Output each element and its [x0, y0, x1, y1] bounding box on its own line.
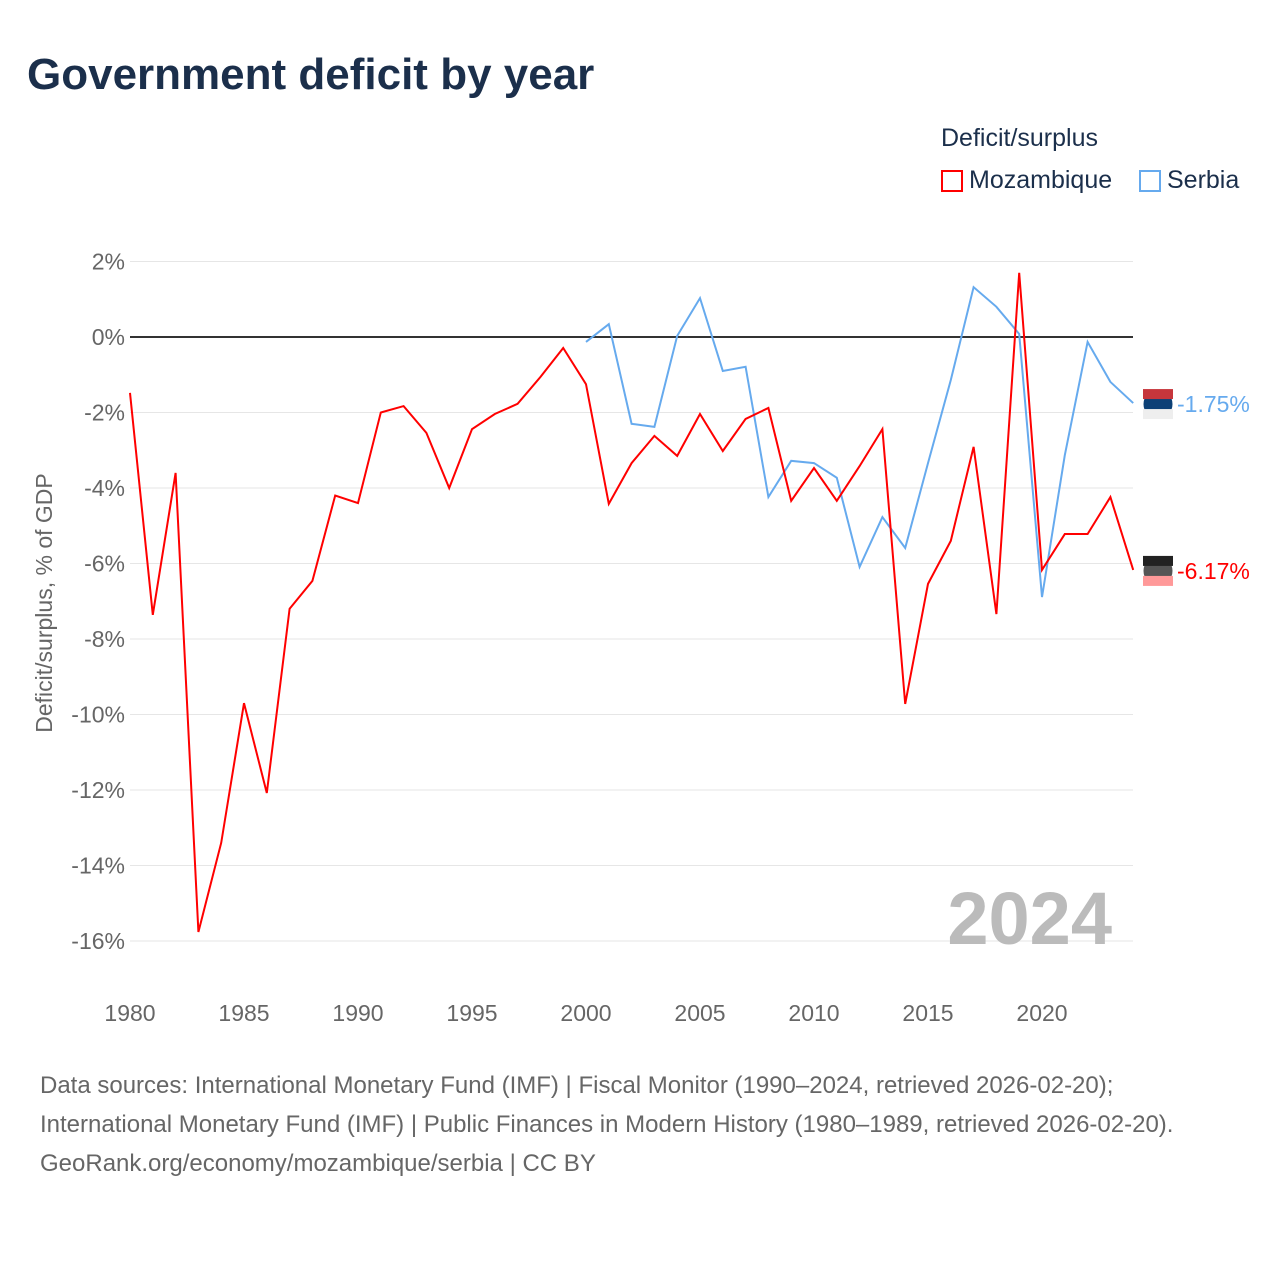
y-tick-label: -12%	[71, 777, 125, 803]
x-tick-label: 2005	[674, 1000, 725, 1026]
legend-title: Deficit/surplus	[941, 124, 1098, 152]
legend-swatch	[1139, 169, 1161, 192]
end-value-label: -6.17%	[1177, 558, 1250, 584]
footer: Data sources: International Monetary Fun…	[40, 1066, 1240, 1183]
y-tick-label: -16%	[71, 928, 125, 954]
legend-label: Mozambique	[969, 166, 1113, 194]
y-tick-label: -4%	[84, 475, 125, 501]
x-tick-label: 2015	[902, 1000, 953, 1026]
chart-title: Government deficit by year	[27, 50, 595, 99]
y-tick-label: -14%	[71, 853, 125, 879]
data-sources: Data sources: International Monetary Fun…	[40, 1072, 1174, 1138]
y-axis-label: Deficit/surplus, % of GDP	[31, 473, 57, 732]
flag-stripe	[1143, 389, 1173, 400]
y-tick-label: -10%	[71, 702, 125, 728]
line-chart: 2% 0% -2% -4% -6% -8% -10% -12% -14% -16% 1980 1985…	[31, 249, 1250, 1027]
x-tick-label: 2000	[560, 1000, 611, 1026]
legend-item-serbia[interactable]: Serbia	[1139, 166, 1239, 195]
x-tick-label: 1990	[332, 1000, 383, 1026]
y-tick-label: 0%	[92, 324, 125, 350]
legend-item-mozambique[interactable]: Mozambique	[941, 166, 1112, 195]
flag-stripe	[1143, 555, 1173, 566]
year-watermark: 2024	[947, 877, 1112, 960]
legend-swatch	[941, 169, 963, 192]
x-tick-label: 1980	[104, 1000, 155, 1026]
series-line-mozambique	[129, 272, 1135, 933]
y-tick-label: -6%	[84, 551, 125, 577]
series-line-serbia	[585, 285, 1134, 598]
credit-link[interactable]: GeoRank.org/economy/mozambique/serbia | …	[40, 1150, 596, 1177]
x-tick-label: 2020	[1016, 1000, 1067, 1026]
y-tick-label: 2%	[92, 249, 125, 275]
end-value-label: -1.75%	[1177, 391, 1250, 417]
y-tick-label: -2%	[84, 400, 125, 426]
legend-label: Serbia	[1167, 166, 1240, 194]
x-tick-label: 1995	[446, 1000, 497, 1026]
y-tick-label: -8%	[84, 626, 125, 652]
x-tick-label: 1985	[218, 1000, 269, 1026]
x-tick-label: 2010	[788, 1000, 839, 1026]
flag-stripe	[1143, 409, 1173, 420]
flag-stripe	[1143, 575, 1173, 586]
